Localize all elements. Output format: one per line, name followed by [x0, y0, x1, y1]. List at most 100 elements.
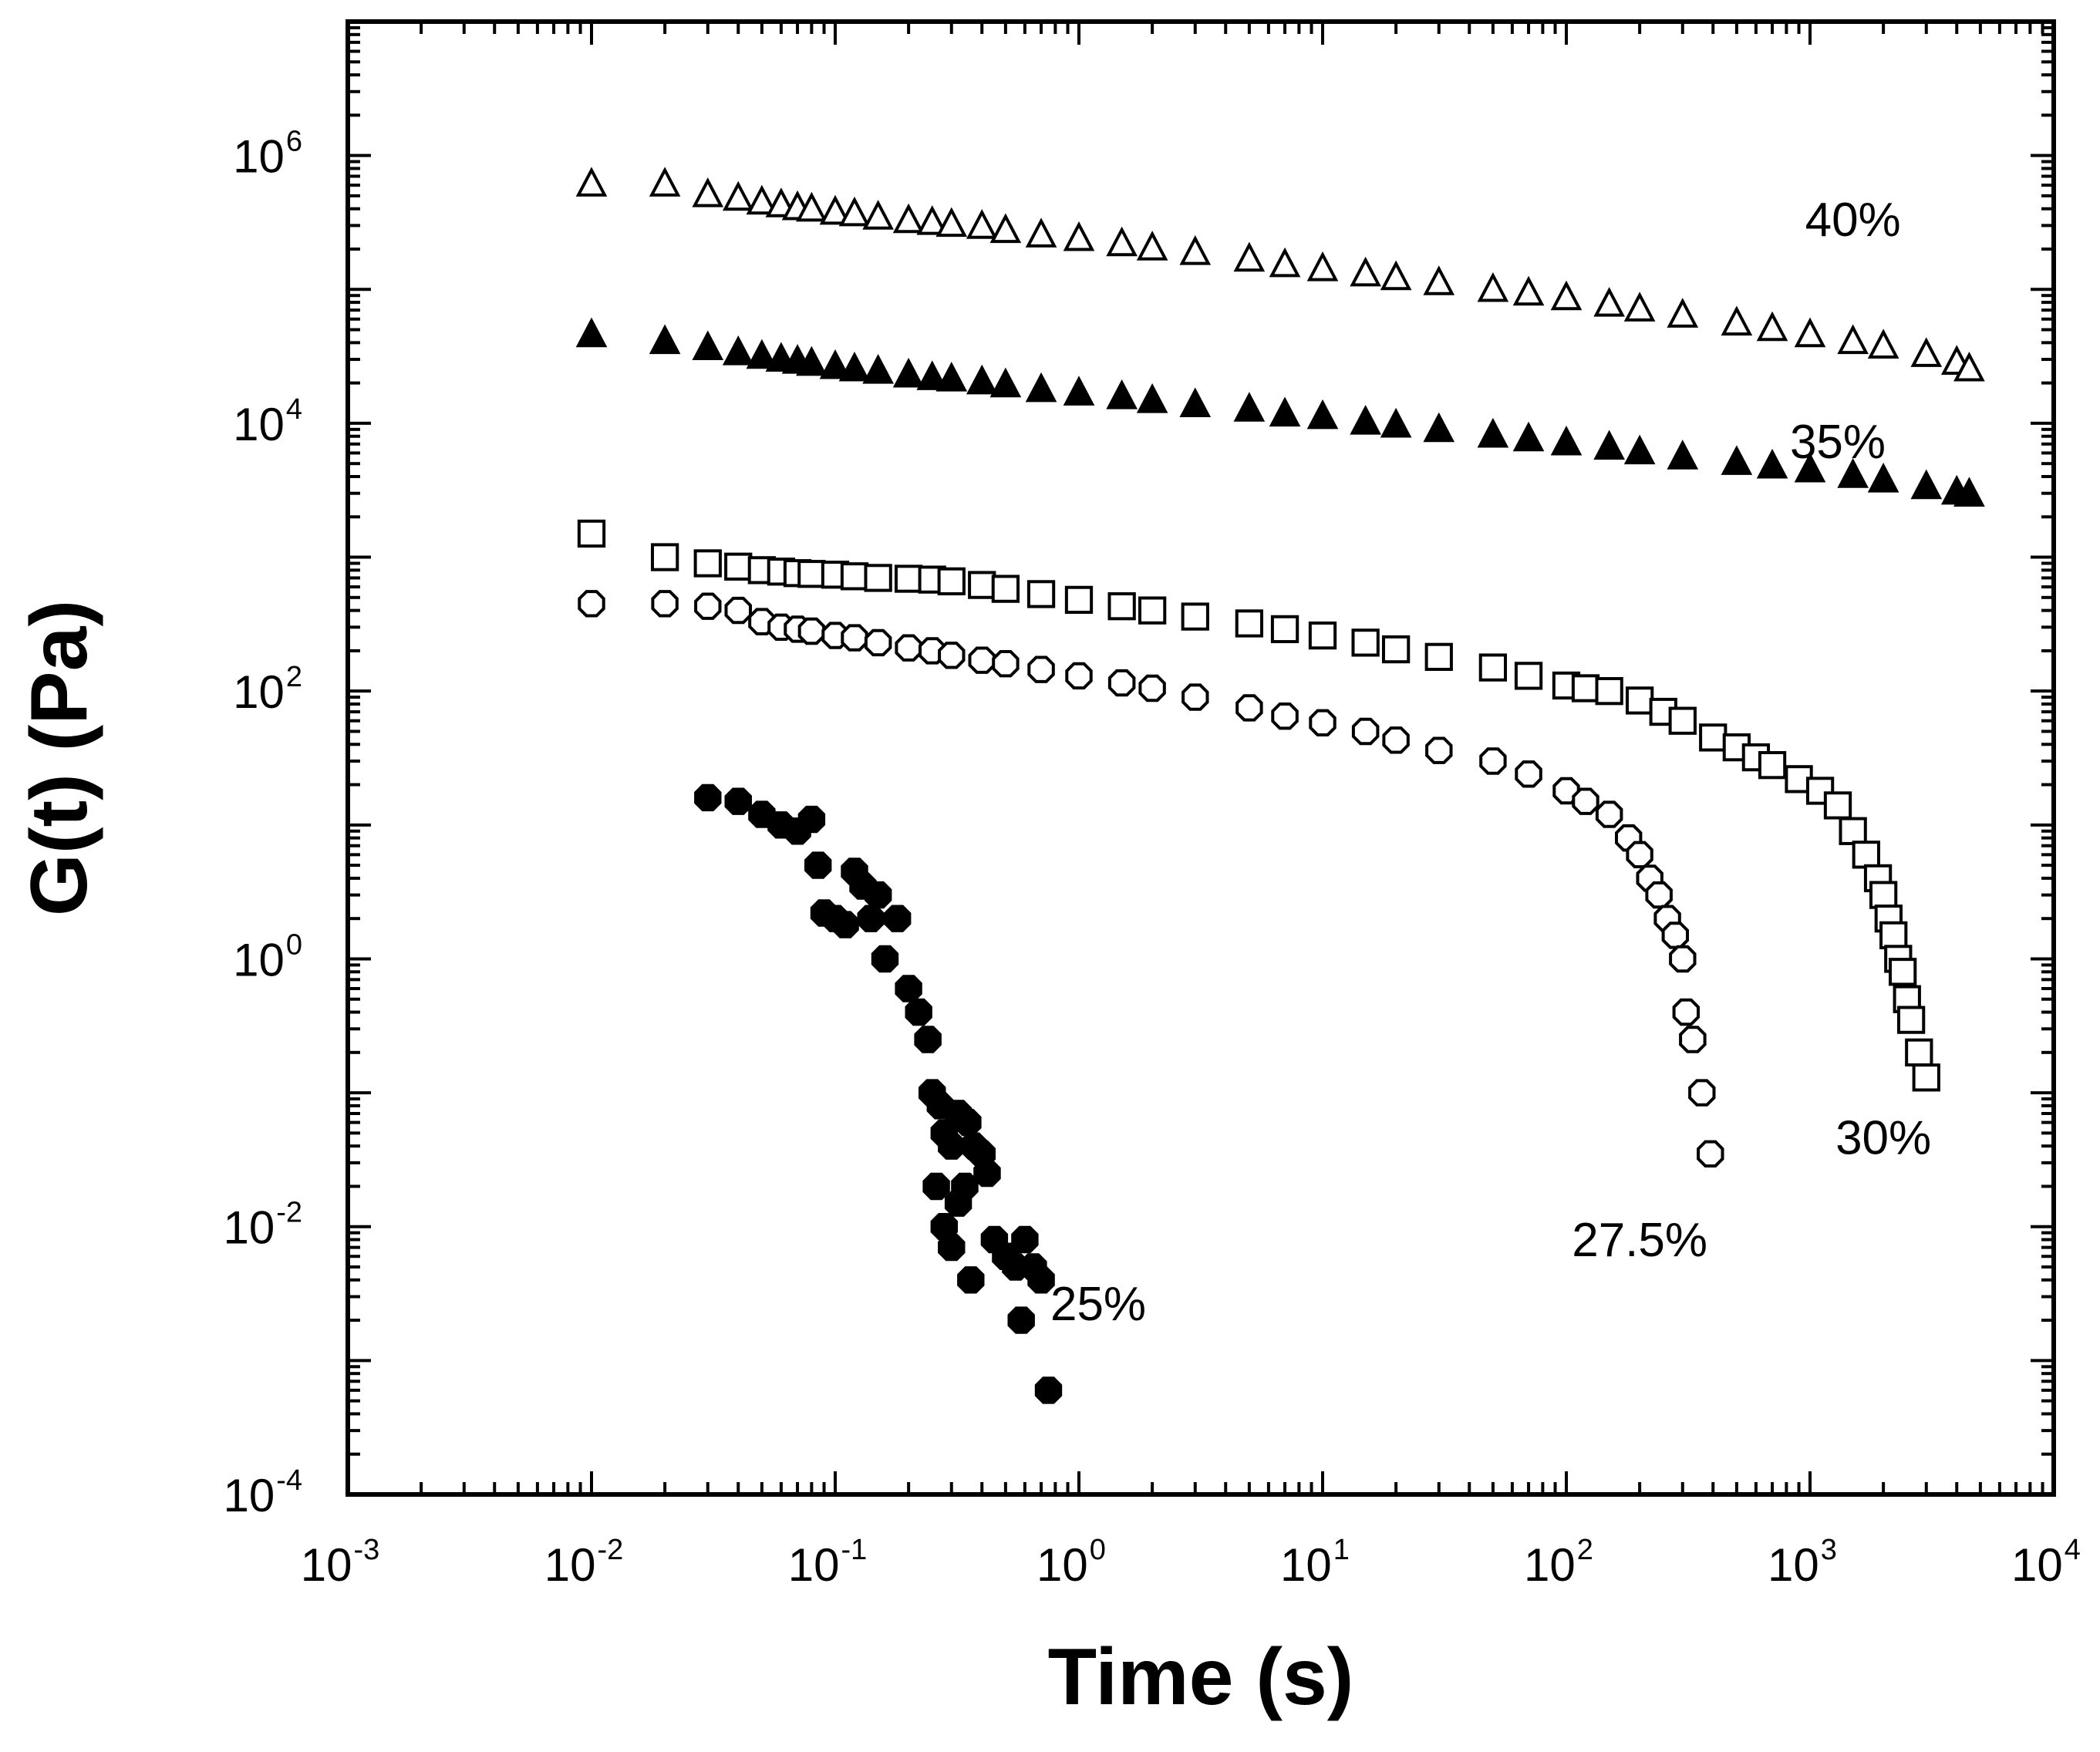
data-point — [831, 911, 859, 938]
series-label: 40% — [1805, 194, 1901, 247]
data-point — [1623, 291, 1656, 322]
data-point — [838, 196, 871, 227]
x-tick-label: 103 — [1768, 1534, 1837, 1591]
axis-ticks — [346, 22, 2054, 1496]
data-point — [1063, 221, 1095, 251]
data-point — [892, 357, 925, 388]
data-point — [954, 1108, 982, 1137]
data-point — [1515, 760, 1542, 788]
data-point — [1424, 642, 1453, 672]
data-point — [1867, 463, 1899, 493]
data-point — [1382, 726, 1410, 754]
x-tick-label: 101 — [1280, 1534, 1350, 1591]
data-point — [1512, 275, 1545, 306]
data-point — [1233, 241, 1266, 272]
data-point — [938, 642, 966, 669]
y-tick-label: 102 — [233, 661, 302, 718]
data-point — [1668, 706, 1697, 735]
data-point — [1423, 412, 1455, 443]
series-label: 30% — [1835, 1111, 1931, 1164]
y-tick-label: 106 — [233, 126, 302, 183]
data-point — [746, 339, 778, 369]
data-point — [575, 317, 608, 348]
data-point — [1235, 609, 1264, 638]
data-point — [1381, 635, 1411, 664]
data-point — [1269, 396, 1301, 427]
x-tick-label: 100 — [1037, 1534, 1106, 1591]
data-point — [1306, 251, 1339, 281]
data-point — [1065, 662, 1093, 690]
data-point — [694, 783, 722, 812]
series-labels: 40% 35% 30% 27.5% 25% — [1050, 194, 1931, 1331]
data-point — [966, 364, 998, 395]
data-point — [693, 549, 722, 578]
data-point — [1626, 841, 1653, 868]
data-point — [1953, 351, 1985, 382]
data-point — [1593, 287, 1625, 317]
data-point — [649, 324, 681, 355]
data-point — [1106, 226, 1138, 257]
series-label: 27.5% — [1572, 1214, 1707, 1267]
data-point — [1756, 311, 1788, 342]
data-point — [1027, 655, 1055, 683]
data-point — [1138, 674, 1166, 702]
data-point — [892, 203, 925, 234]
data-point — [1805, 777, 1835, 805]
data-point — [841, 624, 868, 652]
data-point — [922, 1172, 950, 1201]
plot-frame — [346, 19, 2056, 1497]
data-point — [895, 975, 922, 1002]
data-point — [1550, 425, 1583, 456]
data-point — [1571, 674, 1600, 702]
data-point — [992, 650, 1020, 678]
data-point — [1699, 723, 1728, 752]
data-point — [951, 1172, 979, 1201]
data-point — [649, 167, 681, 197]
data-point — [722, 180, 754, 211]
data-point — [1107, 592, 1136, 621]
data-point — [1667, 298, 1699, 328]
data-point — [1572, 787, 1599, 815]
x-tick-label: 10-1 — [788, 1534, 868, 1591]
data-point — [1869, 881, 1898, 909]
series-35- — [575, 317, 1985, 507]
series-25- — [694, 783, 1063, 1404]
data-point — [1953, 477, 1985, 507]
data-point — [1479, 747, 1507, 775]
data-point — [1107, 669, 1136, 697]
data-point — [914, 1026, 942, 1053]
y-tick-label: 10-2 — [223, 1197, 302, 1254]
data-point — [1181, 602, 1209, 631]
data-point — [840, 562, 869, 591]
data-point — [1380, 260, 1412, 291]
data-point — [1425, 736, 1453, 764]
data-points — [575, 167, 1985, 1404]
data-point — [1721, 305, 1753, 336]
data-point — [1758, 751, 1787, 780]
data-point — [578, 590, 605, 618]
data-point — [1645, 881, 1673, 909]
data-point — [1888, 958, 1917, 986]
data-point — [1593, 430, 1625, 460]
x-tick-label: 104 — [2011, 1534, 2081, 1591]
data-point — [857, 905, 885, 932]
data-point — [905, 998, 932, 1026]
data-point — [1667, 440, 1699, 470]
data-point — [804, 851, 832, 879]
data-point — [838, 351, 871, 382]
data-point — [1669, 945, 1697, 973]
y-tick-label: 104 — [233, 393, 302, 450]
series-40- — [575, 167, 1985, 382]
data-point — [1136, 383, 1168, 413]
data-point — [1235, 694, 1263, 722]
data-point — [1512, 421, 1545, 452]
data-point — [1477, 417, 1509, 448]
data-point — [1350, 256, 1381, 287]
data-point — [1839, 817, 1867, 845]
data-point — [966, 209, 998, 239]
data-point — [1025, 372, 1057, 403]
data-point — [894, 564, 923, 593]
data-point — [796, 191, 828, 222]
data-point — [724, 787, 752, 815]
data-point — [577, 519, 606, 548]
